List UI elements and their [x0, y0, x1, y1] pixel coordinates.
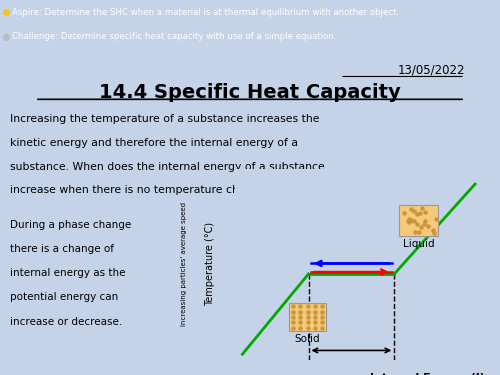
- Text: kinetic energy and therefore the internal energy of a: kinetic energy and therefore the interna…: [10, 138, 298, 148]
- Text: Internal Energy (J): Internal Energy (J): [370, 374, 485, 375]
- Text: During a phase change: During a phase change: [10, 220, 131, 230]
- Text: potential energy can: potential energy can: [10, 292, 118, 303]
- Text: substance. When does the internal energy of a substance: substance. When does the internal energy…: [10, 162, 325, 172]
- Text: increase or decrease.: increase or decrease.: [10, 316, 122, 327]
- Text: Challenge: Determine specific heat capacity with use of a simple equation.: Challenge: Determine specific heat capac…: [12, 32, 337, 41]
- Text: there is a change of: there is a change of: [10, 244, 114, 254]
- Text: Solid: Solid: [294, 334, 320, 344]
- Text: Aspire: Determine the SHC when a material is at thermal equilibrium with another: Aspire: Determine the SHC when a materia…: [12, 8, 400, 16]
- Text: 14.4 Specific Heat Capacity: 14.4 Specific Heat Capacity: [99, 83, 401, 102]
- Text: Liquid: Liquid: [403, 238, 434, 249]
- Text: Temperature (°C): Temperature (°C): [206, 222, 216, 306]
- Text: 13/05/2022: 13/05/2022: [398, 63, 465, 76]
- Bar: [289, 303, 326, 332]
- Text: Increasing the temperature of a substance increases the: Increasing the temperature of a substanc…: [10, 114, 320, 124]
- Text: Increasing particles' average speed: Increasing particles' average speed: [180, 202, 186, 326]
- Text: increase when there is no temperature change?        (1): increase when there is no temperature ch…: [10, 186, 315, 195]
- Bar: [399, 205, 438, 236]
- Text: internal energy as the: internal energy as the: [10, 268, 126, 278]
